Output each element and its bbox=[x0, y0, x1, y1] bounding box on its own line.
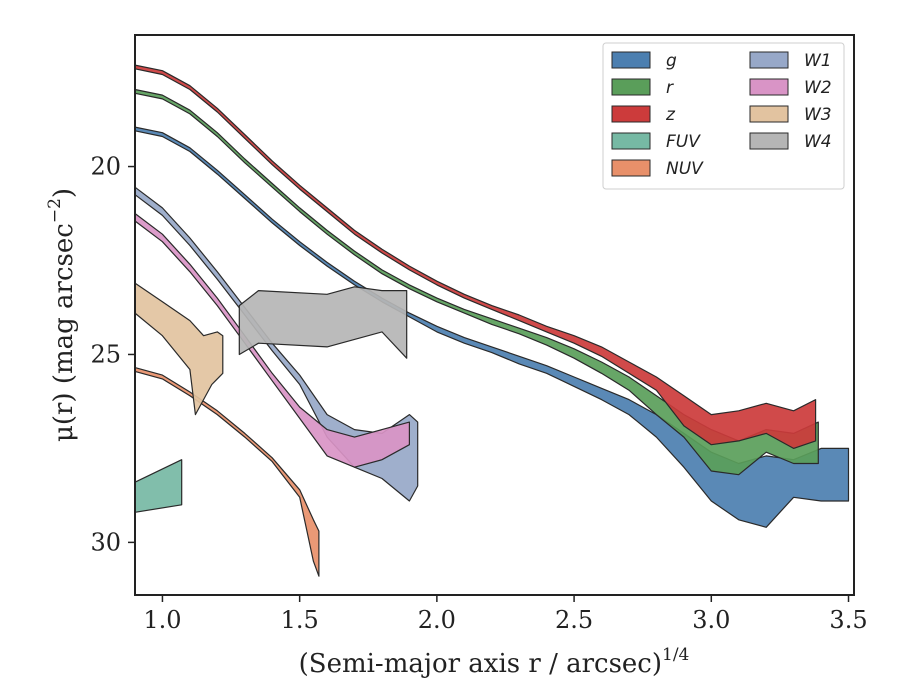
plot-area bbox=[134, 64, 850, 577]
y-axis-label-exponent: −2 bbox=[45, 198, 65, 223]
plot-frame bbox=[134, 34, 855, 596]
y-axis-label: μ(r) (mag arcsec−2) bbox=[45, 188, 79, 442]
legend-swatch-r bbox=[611, 78, 651, 96]
legend-swatch-w3 bbox=[749, 105, 789, 123]
x-tick-label: 2.0 bbox=[418, 606, 456, 634]
legend-label-z: z bbox=[665, 105, 676, 125]
x-axis: 1.0 1.5 2.0 2.5 3.0 3.5 bbox=[143, 595, 868, 634]
x-tick-label: 1.5 bbox=[281, 606, 319, 634]
legend-label-fuv: FUV bbox=[666, 132, 701, 152]
legend-swatch-w4 bbox=[749, 132, 789, 150]
y-axis-label-text: μ(r) (mag arcsec bbox=[49, 223, 79, 442]
x-axis-label: (Semi-major axis r / arcsec)1/4 bbox=[299, 645, 690, 679]
legend-swatch-w2 bbox=[749, 78, 789, 96]
band-r bbox=[134, 88, 819, 476]
y-axis: 20 25 30 bbox=[90, 153, 135, 556]
legend-swatch-z bbox=[611, 105, 651, 123]
y-axis-label-close: ) bbox=[49, 188, 79, 198]
legend-label-r: r bbox=[666, 78, 674, 98]
y-tick-label: 25 bbox=[90, 340, 121, 368]
legend-swatch-w1 bbox=[749, 51, 789, 69]
legend-swatch-fuv bbox=[611, 132, 651, 150]
band-z bbox=[134, 64, 817, 449]
legend-swatch-g bbox=[611, 51, 651, 69]
band-w4 bbox=[238, 286, 408, 359]
band-w3 bbox=[134, 282, 224, 416]
y-tick-label: 20 bbox=[90, 153, 121, 181]
x-tick-label: 3.0 bbox=[692, 606, 730, 634]
x-axis-label-exponent: 1/4 bbox=[662, 645, 689, 665]
y-tick-label: 30 bbox=[90, 528, 121, 556]
x-tick-label: 3.5 bbox=[829, 606, 867, 634]
legend-label-w1: W1 bbox=[804, 51, 832, 71]
band-w2 bbox=[134, 212, 410, 468]
legend-label-w2: W2 bbox=[804, 78, 832, 98]
legend-label-w4: W4 bbox=[804, 132, 832, 152]
legend: grz FUV NUV W1 W2 W3 W4 bbox=[602, 42, 845, 190]
band-fuv bbox=[134, 459, 183, 513]
band-nuv bbox=[134, 367, 320, 577]
x-tick-label: 1.0 bbox=[143, 606, 181, 634]
x-axis-label-text: (Semi-major axis r / arcsec) bbox=[299, 649, 662, 679]
x-tick-label: 2.5 bbox=[555, 606, 593, 634]
legend-label-w3: W3 bbox=[804, 105, 832, 125]
legend-label-g: g bbox=[666, 51, 677, 71]
legend-swatch-nuv bbox=[611, 159, 651, 177]
legend-label-nuv: NUV bbox=[666, 159, 704, 179]
